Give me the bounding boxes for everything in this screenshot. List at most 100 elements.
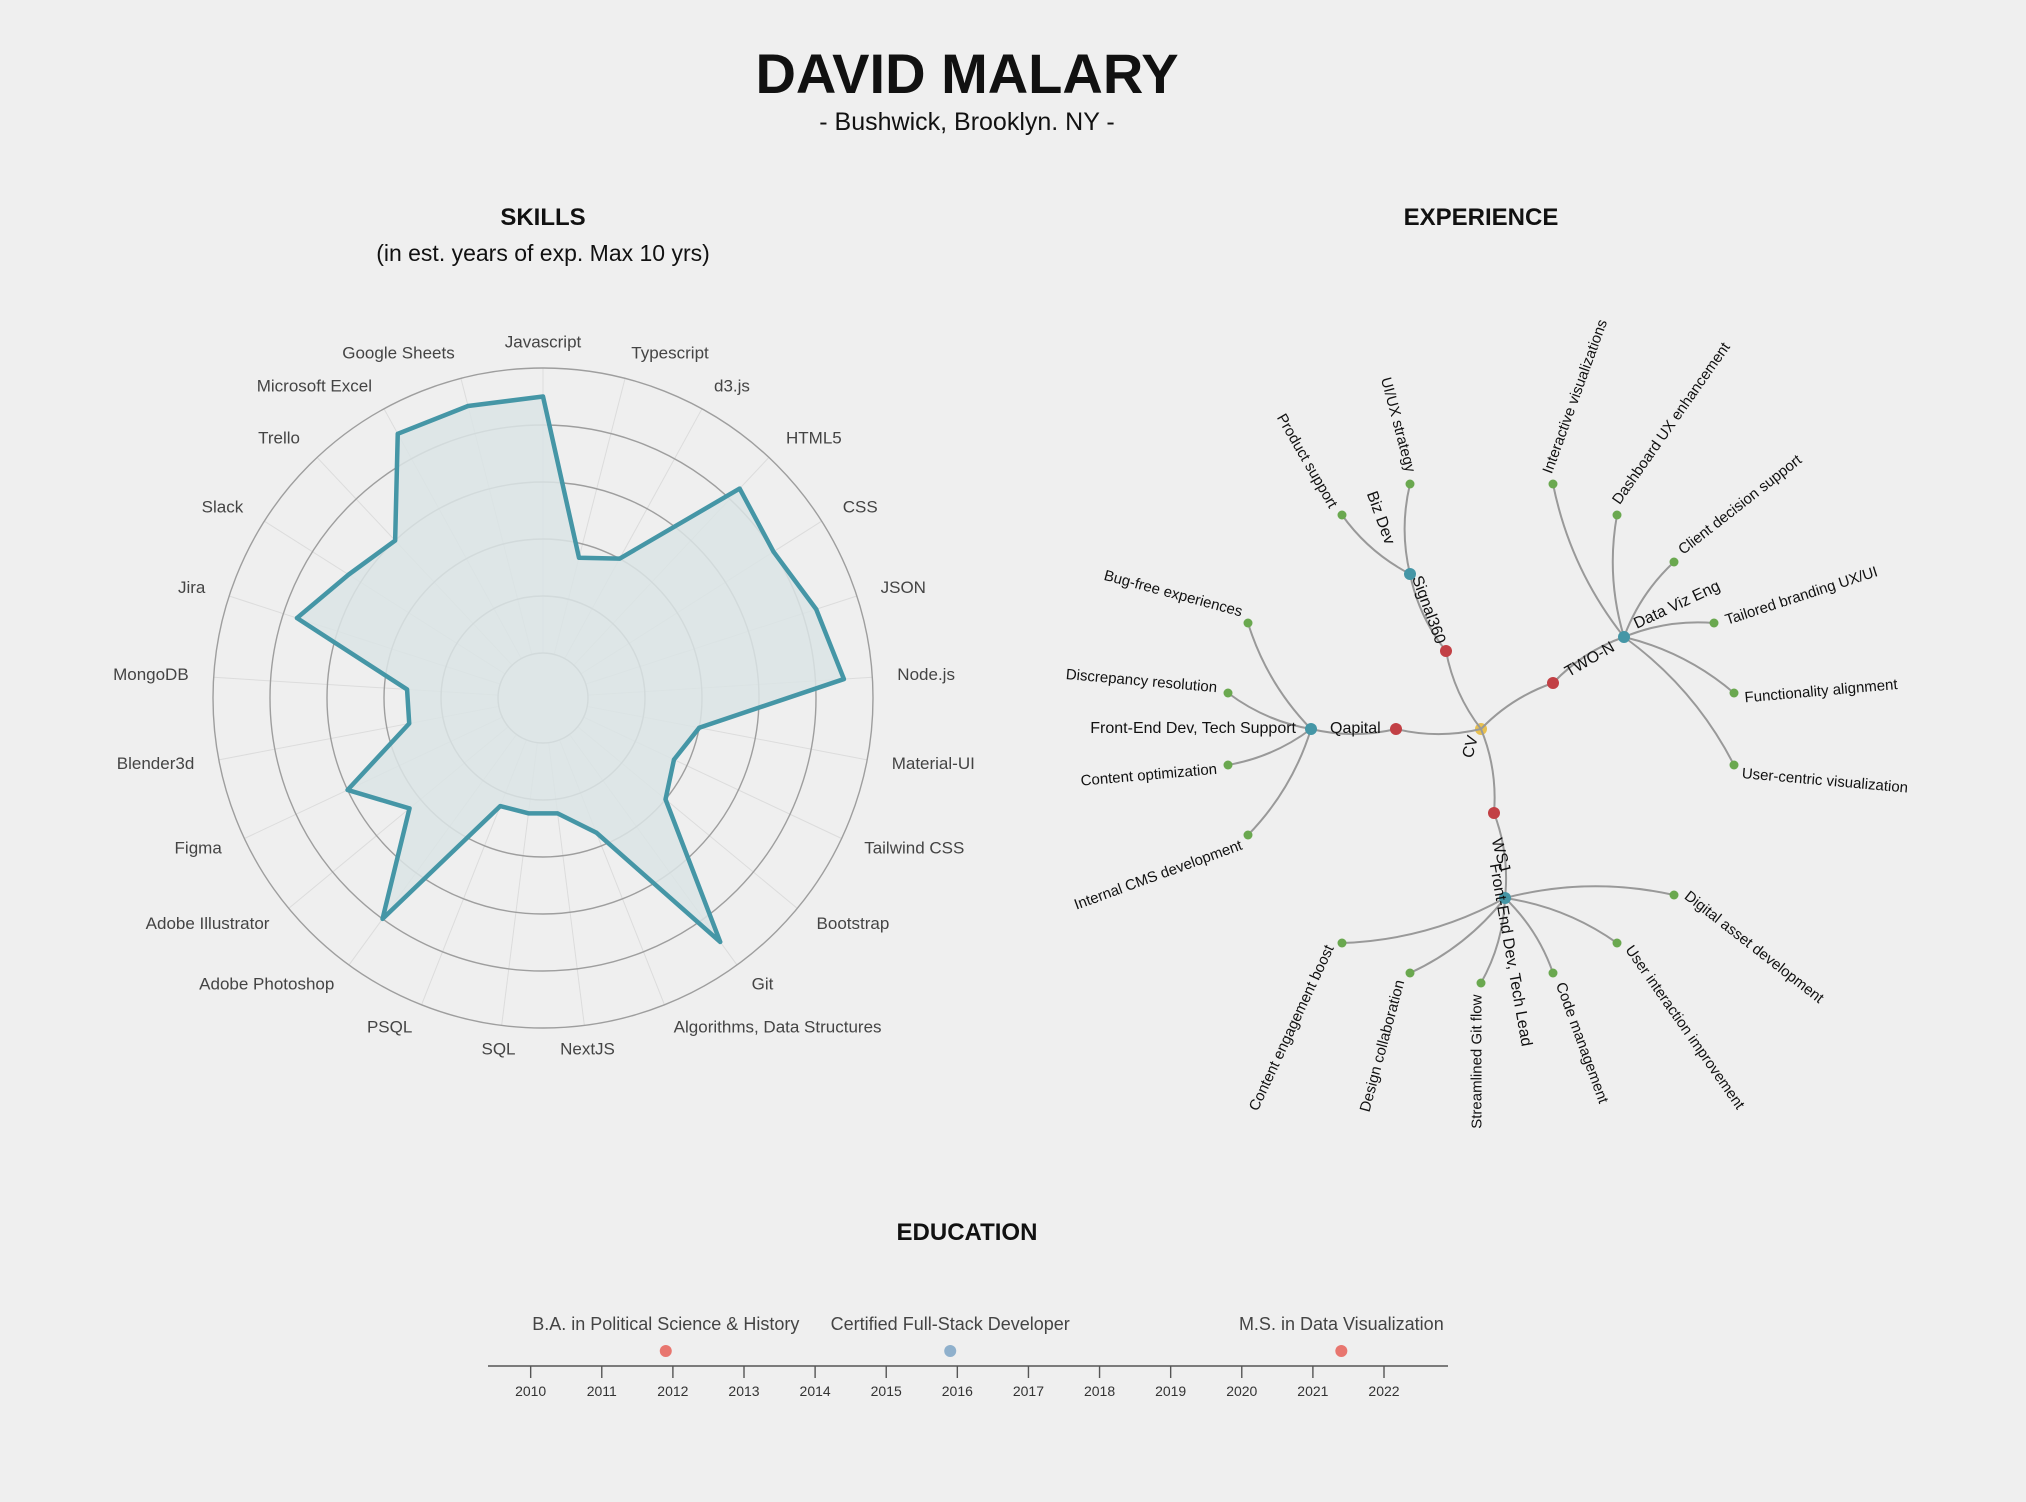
- task-node: [1548, 479, 1558, 489]
- skill-tick-label: Git: [752, 975, 774, 994]
- skill-tick-label: Javascript: [505, 332, 582, 351]
- skill-tick-label: SQL: [481, 1040, 515, 1059]
- skill-tick-label: Microsoft Excel: [257, 376, 372, 395]
- skill-point: [771, 549, 776, 554]
- skill-point: [294, 616, 299, 621]
- tree-link: [1227, 728, 1312, 766]
- tree-node-label: Qapital: [1330, 720, 1381, 737]
- skill-tick-label: MongoDB: [113, 665, 189, 684]
- skill-tick-label: JSON: [881, 578, 926, 597]
- tree-node-label: Front-End Dev, Tech Support: [1090, 720, 1296, 737]
- tree-link: [1552, 636, 1625, 684]
- tree-node-label: Internal CMS development: [1072, 837, 1245, 914]
- task-node: [1709, 618, 1719, 628]
- education-event-marker: [944, 1345, 957, 1357]
- education-event-marker: [1335, 1345, 1348, 1357]
- tree-node-label: User interaction improvement: [1622, 942, 1749, 1113]
- tree-link: [1395, 728, 1482, 736]
- tree-node-label: Code management: [1552, 980, 1612, 1106]
- tree-link: [1310, 728, 1397, 736]
- company-node: [1488, 807, 1500, 819]
- timeline-tick-label: 2014: [800, 1383, 831, 1399]
- timeline-tick-label: 2020: [1226, 1383, 1257, 1399]
- education-event-label: M.S. in Data Visualization: [1239, 1314, 1444, 1334]
- skill-point: [737, 486, 742, 491]
- timeline-tick-label: 2018: [1084, 1383, 1115, 1399]
- skill-point: [718, 939, 723, 944]
- skill-point: [498, 804, 503, 809]
- skill-tick-label: Blender3d: [117, 754, 195, 773]
- skill-point: [541, 394, 545, 399]
- tree-node-label: Design collaboration: [1357, 978, 1409, 1114]
- skill-tick-label: d3.js: [714, 376, 750, 395]
- experience-title: EXPERIENCE: [1404, 204, 1559, 231]
- timeline-tick-label: 2010: [515, 1383, 546, 1399]
- skill-tick-label: Slack: [202, 497, 244, 516]
- skill-point: [345, 787, 350, 792]
- skill-point: [526, 811, 531, 816]
- tree-node-label: Content optimization: [1080, 761, 1218, 790]
- skill-point: [671, 757, 676, 762]
- skill-point: [346, 572, 351, 577]
- tree-node-label: Client decision support: [1675, 451, 1806, 558]
- task-node: [1243, 830, 1253, 840]
- role-node: [1618, 631, 1630, 643]
- experience-tree: CV Qapital Front-End Dev, Tech Support Bug-…: [1065, 317, 1909, 1129]
- skill-tick-label: NextJS: [560, 1040, 615, 1059]
- tree-link: [1480, 897, 1506, 984]
- education-event-label: Certified Full-Stack Developer: [831, 1314, 1070, 1334]
- task-node: [1243, 618, 1253, 628]
- tree-link: [1493, 812, 1508, 899]
- skill-point: [555, 811, 560, 816]
- task-node: [1223, 760, 1233, 770]
- task-node: [1612, 510, 1622, 520]
- timeline-tick-label: 2015: [871, 1383, 902, 1399]
- tree-link: [1623, 636, 1735, 766]
- education-title: EDUCATION: [897, 1219, 1038, 1246]
- tree-link: [1341, 897, 1506, 944]
- skills-area-series: [294, 394, 847, 945]
- skill-tick-label: Adobe Illustrator: [146, 914, 270, 933]
- task-node: [1669, 890, 1679, 900]
- timeline-tick-label: 2013: [728, 1383, 759, 1399]
- tree-link: [1247, 728, 1312, 836]
- skill-point: [697, 725, 702, 730]
- task-node: [1669, 557, 1679, 567]
- company-node: [1440, 645, 1452, 657]
- tree-node-label: Interactive visualizations: [1539, 317, 1611, 476]
- education-event-label: B.A. in Political Science & History: [532, 1314, 799, 1334]
- timeline-tick-label: 2017: [1013, 1383, 1044, 1399]
- tree-link: [1504, 897, 1554, 974]
- task-node: [1405, 968, 1415, 978]
- tree-link: [1504, 885, 1675, 899]
- skill-point: [407, 806, 412, 811]
- education-timeline: 2010 2011 2012 2013 2014 2015 2016 2017 2018 2019…: [488, 1314, 1448, 1399]
- skill-tick-label: Trello: [258, 429, 300, 448]
- role-node: [1404, 568, 1416, 580]
- skill-tick-label: Typescript: [631, 344, 709, 363]
- person-location: - Bushwick, Brooklyn. NY -: [819, 108, 1114, 136]
- tree-node-label: Content engagement boost: [1246, 942, 1338, 1114]
- task-node: [1337, 510, 1347, 520]
- tree-node-label: Streamlined Git flow: [1469, 994, 1486, 1128]
- timeline-tick-label: 2011: [587, 1383, 617, 1399]
- tree-link: [1409, 897, 1506, 974]
- task-node: [1223, 688, 1233, 698]
- tree-link: [1227, 692, 1312, 730]
- education-event-marker: [659, 1345, 672, 1357]
- radar-ring: [212, 367, 874, 1029]
- skill-point: [594, 830, 599, 835]
- task-node: [1548, 968, 1558, 978]
- task-node: [1405, 479, 1415, 489]
- tree-node-label: Discrepancy resolution: [1065, 666, 1218, 696]
- skill-tick-label: CSS: [843, 497, 878, 516]
- skill-tick-label: Material-UI: [892, 754, 975, 773]
- skill-tick-label: Figma: [175, 839, 223, 858]
- skills-subtitle: (in est. years of exp. Max 10 yrs): [376, 240, 710, 266]
- tree-link: [1341, 514, 1411, 575]
- tree-node-label: Digital asset development: [1681, 888, 1827, 1008]
- tree-node-label: User-centric visualization: [1741, 765, 1909, 796]
- skill-tick-label: Adobe Photoshop: [199, 975, 334, 994]
- tree-node-label: Biz Dev: [1363, 489, 1398, 547]
